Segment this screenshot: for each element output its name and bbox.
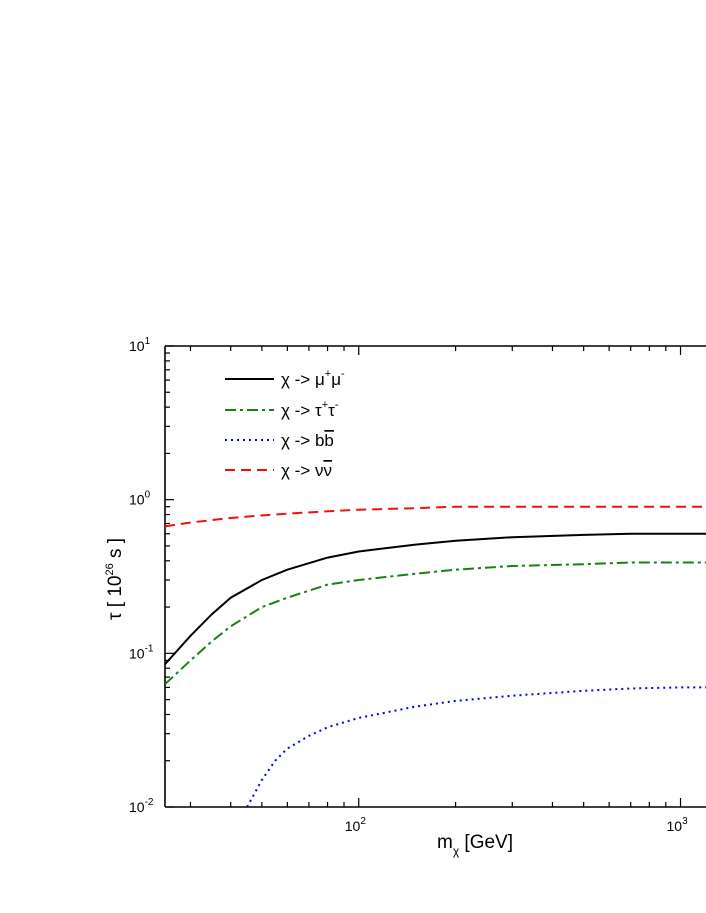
legend-label-1: χ -> μ+μ- [281, 368, 345, 389]
legend-label-3: χ -> bb [281, 431, 334, 450]
series-layer [165, 505, 706, 807]
x-tick-label: 103 [667, 816, 689, 834]
plot-area: 102 103 10-2 10-1 100 101 [129, 336, 706, 834]
series-line-2 [165, 561, 706, 685]
legend: χ -> μ+μ-χ -> τ+τ-χ -> bb χ -> νν [225, 368, 345, 480]
y-tick-label: 10-1 [129, 643, 154, 661]
y-axis-title: τ [ 1026 s ] [104, 538, 126, 620]
series-line-1 [165, 532, 706, 665]
y-tick-label: 10-2 [129, 797, 154, 815]
legend-label-4: χ -> νν [281, 461, 332, 480]
series-line-4 [165, 505, 706, 528]
series-line-3 [246, 686, 706, 807]
x-tick-label: 102 [345, 816, 367, 834]
y-tick-label: 101 [129, 336, 151, 354]
x-axis-title: mχ [GeV] [437, 832, 513, 858]
axis-labels: mχ [GeV] τ [ 1026 s ] [104, 538, 513, 858]
y-tick-label: 100 [129, 490, 151, 508]
legend-label-2: χ -> τ+τ- [281, 399, 339, 420]
